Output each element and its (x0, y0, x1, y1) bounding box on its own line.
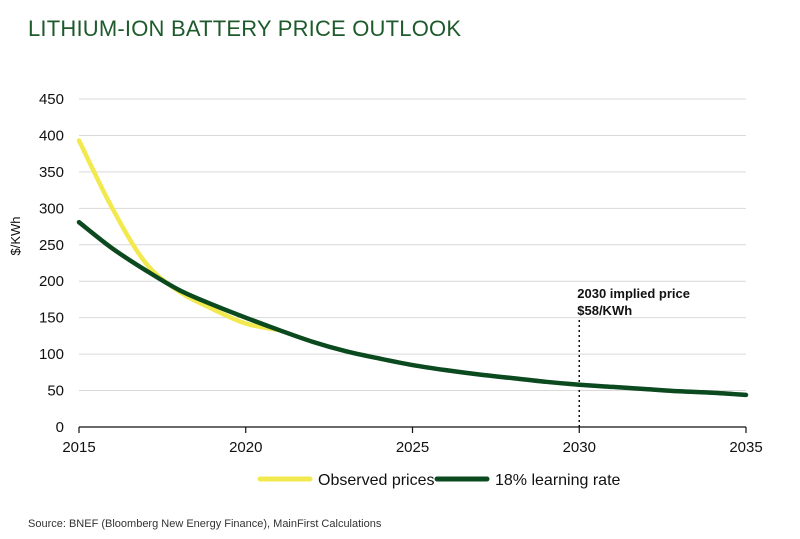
y-tick-label: 350 (39, 164, 64, 181)
y-tick-label: 250 (39, 237, 64, 254)
series-learning-rate (76, 219, 749, 398)
legend: Observed prices 18% learning rate (257, 472, 621, 489)
y-tick-labels: 0 50 100 150 200 250 300 350 400 450 (39, 91, 64, 436)
y-tick-label: 150 (39, 310, 64, 327)
y-tick-label: 50 (47, 383, 64, 400)
y-tick-label: 400 (39, 127, 64, 144)
y-tick-label: 0 (56, 419, 64, 436)
y-tick-label: 300 (39, 200, 64, 217)
x-tick-label: 2020 (229, 439, 262, 456)
legend-label: Observed prices (318, 472, 435, 489)
annotation-text: $58/KWh (577, 303, 632, 318)
x-tick-label: 2015 (62, 439, 95, 456)
y-tick-label: 200 (39, 273, 64, 290)
y-axis-label: $/KWh (8, 216, 23, 255)
x-tick-labels: 2015 2020 2025 2030 2035 (62, 427, 763, 456)
series-lines (76, 138, 749, 398)
x-tick-label: 2030 (563, 439, 596, 456)
x-tick-label: 2035 (729, 439, 762, 456)
y-tick-label: 100 (39, 346, 64, 363)
y-tick-label: 450 (39, 91, 64, 108)
x-tick-label: 2025 (396, 439, 429, 456)
annotation-2030: 2030 implied price $58/KWh (577, 286, 690, 427)
annotation-text: 2030 implied price (577, 286, 690, 301)
legend-label: 18% learning rate (495, 472, 621, 489)
source-note: Source: BNEF (Bloomberg New Energy Finan… (28, 518, 382, 530)
gridlines (79, 98, 746, 392)
series-observed-prices (76, 138, 282, 333)
chart-title: LITHIUM-ION BATTERY PRICE OUTLOOK (28, 16, 462, 41)
